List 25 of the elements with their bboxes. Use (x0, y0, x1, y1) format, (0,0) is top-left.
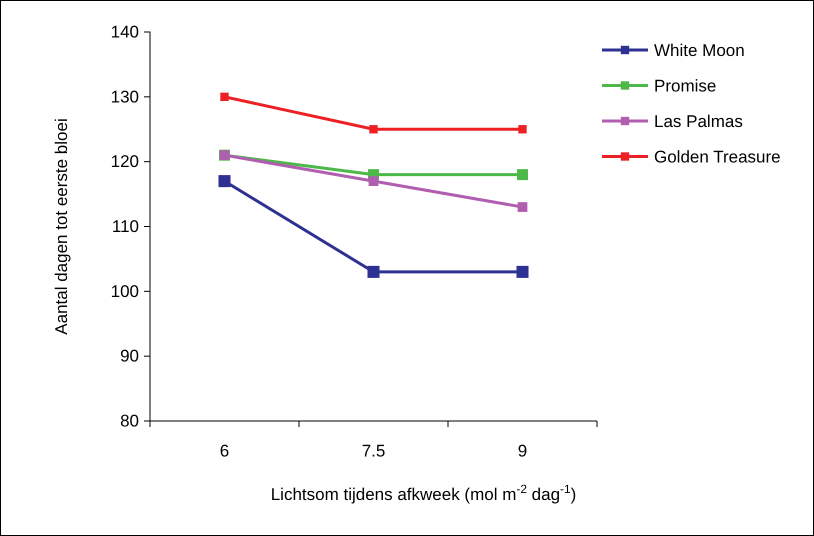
y-tick-label: 80 (120, 411, 139, 430)
y-tick-label: 90 (120, 346, 139, 366)
point (367, 266, 380, 278)
y-tick-label: 120 (110, 152, 139, 172)
legend-label: Las Palmas (654, 112, 743, 131)
x-tick-label: 7.5 (362, 441, 386, 460)
y-tick-label: 140 (110, 22, 139, 42)
x-tick-label: 9 (518, 441, 528, 460)
point (220, 92, 229, 102)
x-axis-title: Lichtsom tijdens afkweek (mol m$^{-2}$ dag$^{-1}$) (270, 482, 576, 504)
legend-label: Promise (654, 76, 716, 96)
point (517, 169, 528, 180)
y-tick-label: 130 (110, 87, 139, 106)
y-axis-title: Aantal dagen tot eerste bloei (52, 118, 71, 335)
point (218, 175, 231, 188)
point (369, 125, 378, 134)
legend-label: White Moon (654, 41, 745, 60)
point (518, 202, 528, 212)
x-tick-label: 6 (220, 441, 230, 460)
y-tick-label: 100 (110, 282, 139, 301)
point (368, 176, 378, 186)
y-tick-label: 110 (112, 216, 139, 236)
point (518, 125, 527, 134)
legend-label: Golden Treasure (654, 148, 781, 166)
point (516, 266, 529, 278)
